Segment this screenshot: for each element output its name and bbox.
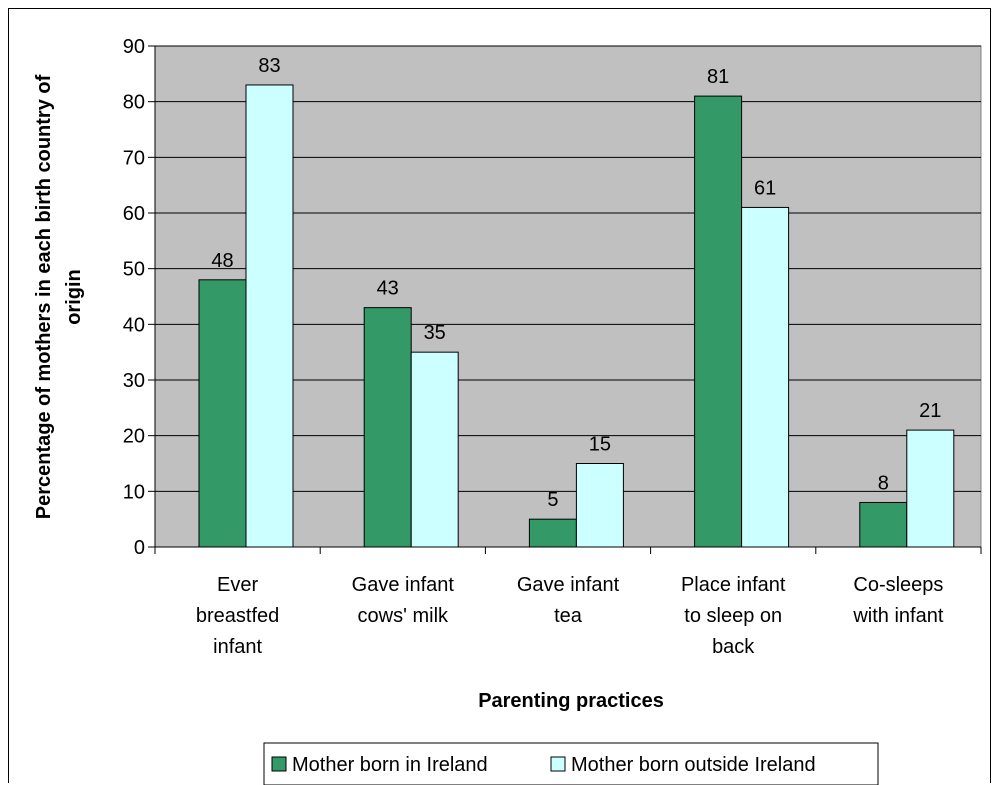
- x-category-label: Ever: [217, 574, 258, 596]
- legend-label: Mother born in Ireland: [292, 754, 488, 776]
- data-label: 21: [919, 400, 941, 422]
- bar: [363, 307, 412, 548]
- y-axis-title: origin: [63, 269, 85, 325]
- y-tick-label: 40: [123, 314, 145, 336]
- y-tick-label: 0: [134, 537, 145, 559]
- plot-area: [148, 45, 982, 554]
- data-label: 15: [589, 434, 611, 456]
- y-tick-label: 50: [123, 259, 145, 281]
- bar: [528, 518, 577, 548]
- y-tick-label: 70: [123, 147, 145, 169]
- y-tick-label: 30: [123, 370, 145, 392]
- x-category-label: with infant: [852, 605, 943, 627]
- bar: [741, 206, 790, 548]
- legend-swatch: [271, 756, 287, 772]
- legend-swatch: [550, 756, 566, 772]
- x-category-label: Place infant: [681, 574, 786, 596]
- x-axis-title: Parenting practices: [478, 690, 664, 712]
- x-category-label: Gave infant: [517, 574, 620, 596]
- legend: Mother born in Ireland Mother born outsid…: [263, 742, 879, 785]
- data-label: 35: [424, 322, 446, 344]
- y-tick-label: 80: [123, 92, 145, 114]
- x-category-label: Gave infant: [352, 574, 455, 596]
- data-label: 43: [377, 278, 399, 300]
- data-label: 83: [258, 55, 280, 77]
- y-tick-label: 60: [123, 203, 145, 225]
- bar: [575, 463, 624, 548]
- chart-frame: [8, 8, 991, 783]
- x-category-label: breastfed: [196, 605, 279, 627]
- bar: [694, 95, 743, 548]
- bar: [410, 351, 459, 548]
- x-category-label: back: [712, 636, 755, 658]
- data-label: 8: [878, 472, 889, 494]
- data-label: 5: [547, 489, 558, 511]
- x-category-label: cows' milk: [358, 605, 449, 627]
- bar: [245, 84, 294, 548]
- legend-box: [263, 742, 879, 785]
- y-tick-label: 20: [123, 426, 145, 448]
- bar: [859, 501, 908, 548]
- labels: 0 10 20 30 40 50 60 70 80 90 48 43 5 81 8 83 35 15 61 21 Eve…: [33, 36, 944, 712]
- data-label: 81: [707, 66, 729, 88]
- data-label: 61: [754, 177, 776, 199]
- x-category-label: Co-sleeps: [853, 574, 943, 596]
- y-tick-label: 10: [123, 481, 145, 503]
- legend-label: Mother born outside Ireland: [571, 754, 816, 776]
- bar: [198, 279, 247, 548]
- x-category-label: to sleep on: [684, 605, 782, 627]
- y-axis-title: Percentage of mothers in each birth coun…: [33, 74, 55, 519]
- bar: [906, 429, 955, 548]
- x-category-label: tea: [554, 605, 583, 627]
- y-tick-label: 90: [123, 36, 145, 58]
- data-label: 48: [211, 250, 233, 272]
- x-category-label: infant: [213, 636, 262, 658]
